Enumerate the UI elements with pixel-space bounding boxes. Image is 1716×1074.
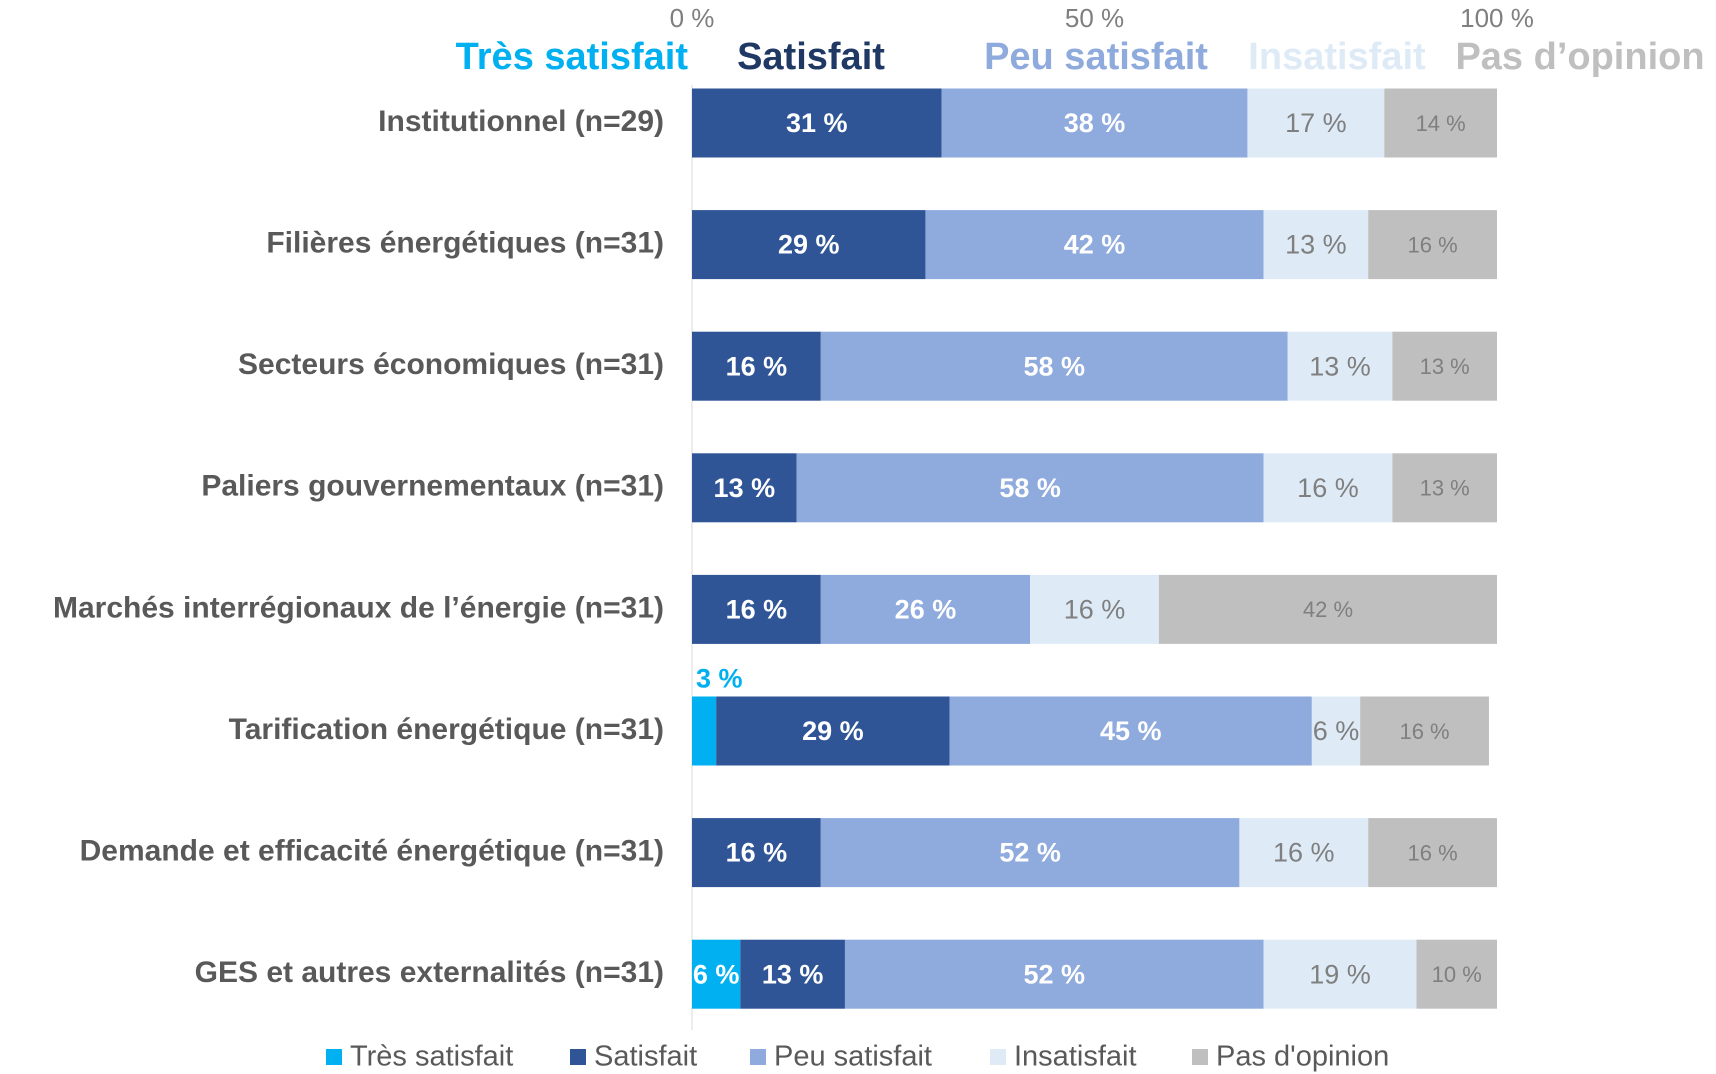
bar-segment [820, 331, 1288, 401]
legend-swatch [750, 1049, 766, 1065]
header-label: Pas d’opinion [1455, 36, 1704, 78]
category-label: Marchés interrégionaux de l’énergie (n=3… [53, 591, 664, 624]
header-label: Peu satisfait [984, 36, 1208, 78]
bar-segment [692, 939, 741, 1009]
category-label: GES et autres externalités (n=31) [195, 956, 664, 989]
bar-segment [1416, 939, 1497, 1009]
bar-segment [1392, 453, 1497, 523]
data-label: 16 % [1399, 719, 1449, 744]
legend-label: Pas d'opinion [1216, 1041, 1389, 1073]
data-label: 16 % [1064, 595, 1126, 625]
bar-segment [1384, 88, 1497, 158]
data-label: 16 % [726, 838, 788, 868]
bar-segment [692, 453, 797, 523]
bar-segment [692, 696, 717, 766]
data-label: 31 % [786, 108, 848, 138]
legend-swatch [326, 1049, 342, 1065]
data-label: 13 % [762, 959, 824, 989]
bar-segment [1158, 574, 1497, 644]
data-label: 16 % [726, 351, 788, 381]
data-label: 26 % [895, 595, 957, 625]
x-tick-label: 50 % [1065, 3, 1124, 33]
legend-label: Satisfait [594, 1041, 697, 1073]
x-tick-label: 0 % [670, 3, 715, 33]
data-label: 17 % [1285, 108, 1347, 138]
data-label: 19 % [1309, 959, 1371, 989]
header-label: Très satisfait [456, 36, 689, 78]
legend-swatch [1192, 1049, 1208, 1065]
bar-segment [820, 574, 1031, 644]
bar-segment [692, 574, 821, 644]
data-label: 38 % [1064, 108, 1126, 138]
data-label: 13 % [1420, 354, 1470, 379]
data-label: 6 % [693, 959, 740, 989]
category-label: Institutionnel (n=29) [378, 105, 664, 138]
data-label: 14 % [1416, 111, 1466, 136]
data-label: 10 % [1432, 962, 1482, 987]
data-label: 29 % [778, 230, 840, 260]
data-label: 13 % [1285, 230, 1347, 260]
data-label: 58 % [999, 473, 1061, 503]
legend-swatch [990, 1049, 1006, 1065]
bar-segment [1030, 574, 1159, 644]
legend-swatch [570, 1049, 586, 1065]
category-label: Tarification énergétique (n=31) [229, 713, 664, 746]
header-label: Insatisfait [1248, 36, 1426, 78]
data-label: 3 % [696, 664, 743, 694]
bar-segment [1368, 818, 1497, 888]
legend-label: Très satisfait [350, 1041, 513, 1073]
data-label: 42 % [1303, 597, 1353, 622]
bar-segment [1360, 696, 1489, 766]
data-label: 45 % [1100, 716, 1162, 746]
data-label: 13 % [1309, 351, 1371, 381]
data-label: 42 % [1064, 230, 1126, 260]
data-label: 16 % [1408, 840, 1458, 865]
bar-segment [820, 818, 1240, 888]
bar-segment [692, 331, 821, 401]
data-label: 6 % [1313, 716, 1360, 746]
x-tick-label: 100 % [1460, 3, 1534, 33]
bar-segment [1368, 210, 1497, 280]
data-label: 16 % [1297, 473, 1359, 503]
data-label: 13 % [1420, 476, 1470, 501]
data-label: 52 % [1023, 959, 1085, 989]
legend-label: Insatisfait [1014, 1041, 1137, 1073]
category-label: Paliers gouvernementaux (n=31) [201, 470, 664, 503]
bar-segment [844, 939, 1264, 1009]
data-label: 16 % [1408, 232, 1458, 257]
bar-segment [1392, 331, 1497, 401]
data-label: 13 % [714, 473, 776, 503]
legend-label: Peu satisfait [774, 1041, 932, 1073]
bar-segment [692, 210, 926, 280]
data-label: 52 % [999, 838, 1061, 868]
data-label: 16 % [726, 595, 788, 625]
bar-segment [1311, 696, 1361, 766]
bar-segment [1287, 331, 1393, 401]
bar-segment [1247, 88, 1385, 158]
category-label: Filières énergétiques (n=31) [266, 227, 664, 260]
bar-segment [692, 88, 942, 158]
bar-segment [740, 939, 845, 1009]
bar-segment [1263, 210, 1369, 280]
bar-segment [796, 453, 1264, 523]
bar-segment [1239, 818, 1369, 888]
bar-segment [925, 210, 1264, 280]
bar-segment [692, 818, 821, 888]
bar-segment [949, 696, 1312, 766]
bar-segment [941, 88, 1248, 158]
category-label: Secteurs économiques (n=31) [238, 348, 664, 381]
bar-segment [716, 696, 950, 766]
data-label: 29 % [802, 716, 864, 746]
bar-segment [1263, 453, 1393, 523]
bar-segment [1263, 939, 1417, 1009]
data-label: 16 % [1273, 838, 1335, 868]
header-label: Satisfait [737, 36, 885, 78]
category-label: Demande et efficacité énergétique (n=31) [80, 835, 664, 868]
data-label: 58 % [1023, 351, 1085, 381]
